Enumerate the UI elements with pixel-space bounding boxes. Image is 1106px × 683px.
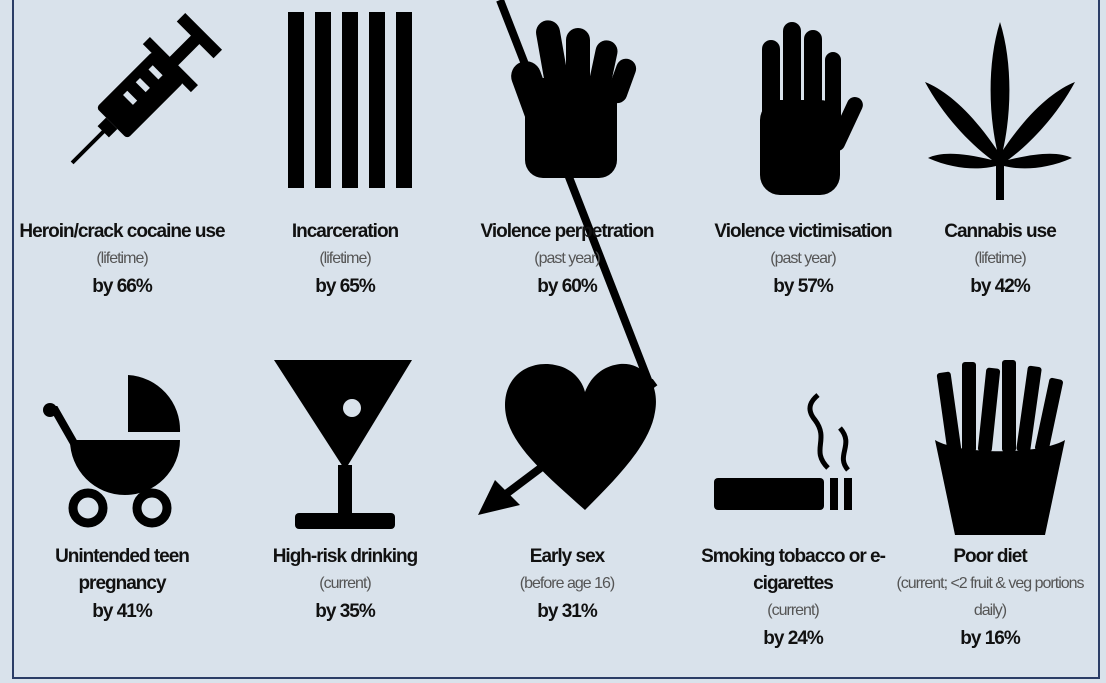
item-label: Early sex (before age 16) by 31%: [457, 543, 677, 627]
fries-icon: [935, 360, 1065, 535]
item-title: Unintended teen pregnancy: [55, 546, 190, 594]
item-title: Poor diet: [953, 546, 1027, 567]
item-value: by 24%: [763, 628, 823, 649]
item-value: by 31%: [537, 601, 597, 622]
item-label: Smoking tobacco or e-cigarettes (current)…: [693, 543, 893, 654]
item-note: (before age 16): [519, 575, 615, 592]
syringe-icon: [70, 12, 223, 165]
item-title: Violence victimisation: [714, 221, 892, 242]
item-label: Unintended teen pregnancy by 41%: [22, 543, 222, 627]
item-value: by 41%: [92, 601, 152, 622]
item-title: Cannabis use: [944, 221, 1057, 242]
bars-icon: [288, 12, 412, 188]
item-label: High-risk drinking (current) by 35%: [235, 543, 455, 627]
item-note: (lifetime): [96, 250, 148, 267]
item-label: Incarceration (lifetime) by 65%: [235, 218, 455, 302]
item-note: (past year): [770, 250, 836, 267]
item-value: by 66%: [92, 276, 152, 297]
cigarette-icon: [714, 393, 852, 510]
item-note: (lifetime): [974, 250, 1026, 267]
frame: [12, 0, 1100, 679]
item-label: Violence victimisation (past year) by 57%: [693, 218, 913, 302]
pram-icon: [43, 375, 181, 528]
item-value: by 60%: [537, 276, 597, 297]
hand-icon: [760, 22, 863, 195]
martini-icon: [274, 360, 412, 529]
fist-icon: [511, 20, 637, 178]
item-note: (current; <2 fruit & veg portions daily): [896, 575, 1084, 619]
item-label: Heroin/crack cocaine use (lifetime) by 66%: [12, 218, 232, 302]
item-value: by 42%: [970, 276, 1030, 297]
item-title: Violence perpetration: [480, 221, 655, 242]
item-value: by 57%: [773, 276, 833, 297]
item-note: (lifetime): [319, 250, 371, 267]
item-label: Cannabis use (lifetime) by 42%: [890, 218, 1106, 302]
heart-icon: [478, 0, 658, 515]
item-title: Early sex: [529, 546, 605, 567]
item-note: (current): [767, 602, 819, 619]
item-value: by 65%: [315, 276, 375, 297]
item-note: (current): [319, 575, 371, 592]
item-title: Smoking tobacco or e-cigarettes: [701, 546, 886, 594]
item-title: Heroin/crack cocaine use: [19, 221, 225, 242]
item-value: by 35%: [315, 601, 375, 622]
item-title: Incarceration: [291, 221, 399, 242]
item-value: by 16%: [960, 628, 1020, 649]
item-label: Poor diet (current; <2 fruit & veg portio…: [885, 543, 1095, 654]
item-label: Violence perpetration (past year) by 60%: [457, 218, 677, 302]
leaf-icon: [925, 22, 1075, 200]
item-note: (past year): [534, 250, 600, 267]
item-title: High-risk drinking: [272, 546, 419, 567]
